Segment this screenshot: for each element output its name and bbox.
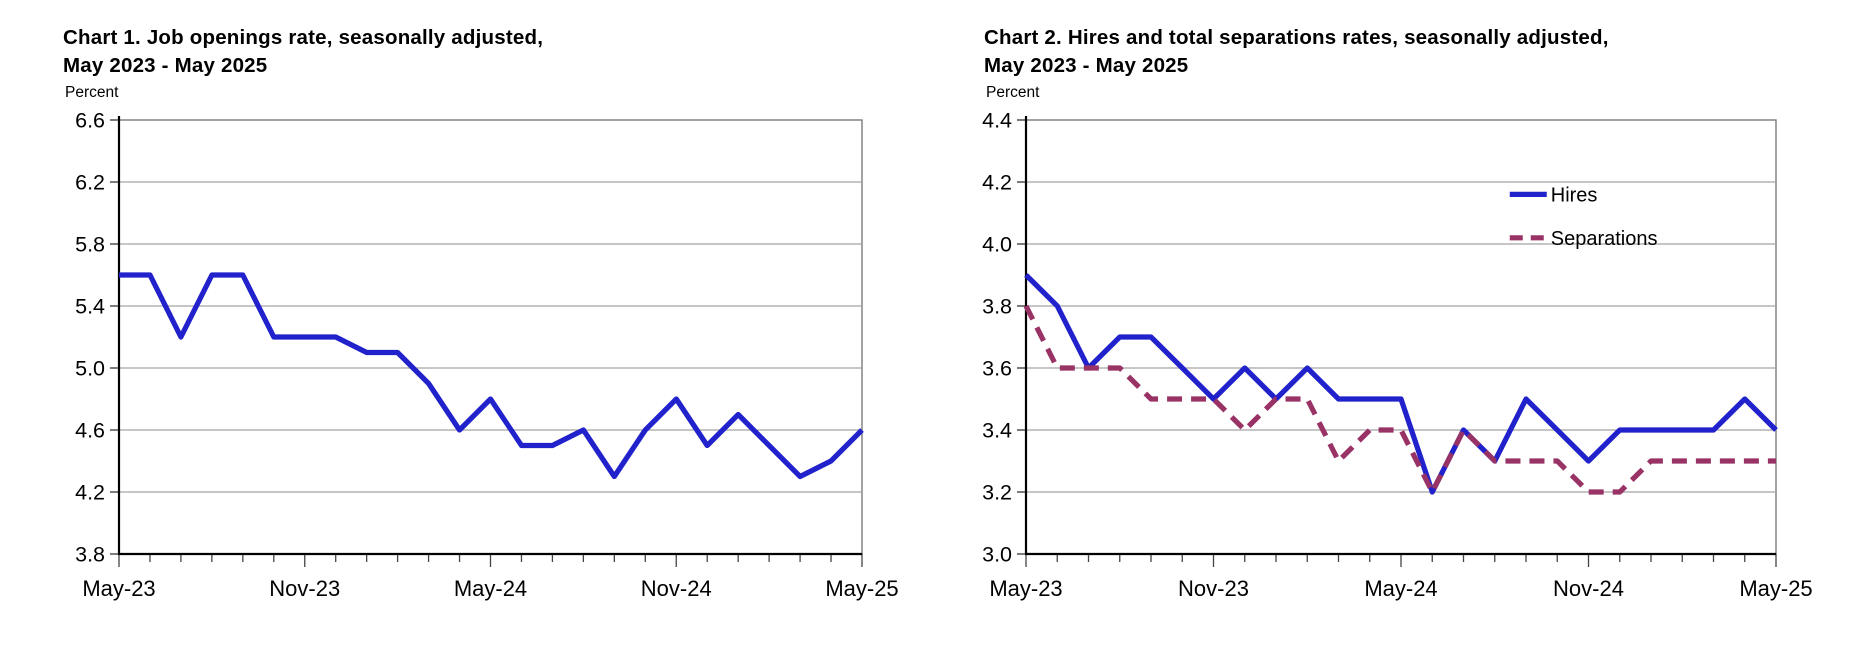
y-tick-label: 5.8	[75, 233, 105, 257]
chart2-title-line2: May 2023 - May 2025	[984, 54, 1189, 77]
series-line-hires	[1024, 273, 1778, 495]
x-tick-label: May-23	[82, 576, 155, 601]
y-axis-labels: 3.0 3.2 3.4 3.6 3.8 4.0 4.2 4.4	[982, 109, 1026, 567]
y-tick-label: 5.0	[75, 357, 105, 381]
y-tick-label: 3.8	[982, 295, 1012, 319]
series-line-job-openings-rate	[119, 272, 864, 480]
y-tick-label: 4.0	[982, 233, 1012, 257]
chart1-title-line2: May 2023 - May 2025	[63, 54, 268, 77]
y-tick-label: 5.4	[75, 295, 105, 319]
y-tick-label: 4.4	[982, 109, 1012, 133]
y-tick-label: 4.6	[75, 419, 105, 443]
x-axis-labels: May-23 Nov-23 May-24 Nov-24 May-25	[82, 554, 899, 601]
gridlines	[119, 181, 862, 493]
x-tick-label: May-25	[825, 576, 898, 601]
x-tick-label: Nov-24	[1553, 576, 1624, 601]
x-tick-label: May-23	[989, 576, 1062, 601]
x-tick-label: Nov-24	[641, 576, 712, 601]
gridlines	[1026, 181, 1776, 493]
chart1-panel: Chart 1. Job openings rate, seasonally a…	[55, 24, 899, 619]
chart2-title: Chart 2. Hires and total separations rat…	[984, 24, 1792, 80]
plot-frame	[118, 119, 863, 555]
y-tick-label: 6.2	[75, 171, 105, 195]
x-tick-label: May-25	[1739, 576, 1812, 601]
chart2-y-axis-unit-label: Percent	[986, 84, 1040, 101]
y-tick-label: 4.2	[75, 481, 105, 505]
x-tick-label: Nov-23	[1178, 576, 1249, 601]
y-tick-label: 6.6	[75, 109, 105, 133]
y-tick-label: 3.6	[982, 357, 1012, 381]
chart1-y-axis-unit-label: Percent	[65, 84, 119, 101]
chart2-title-line1: Chart 2. Hires and total separations rat…	[984, 26, 1609, 49]
legend-label-hires: Hires	[1551, 184, 1598, 206]
chart1-title-line1: Chart 1. Job openings rate, seasonally a…	[63, 26, 544, 49]
y-tick-label: 3.0	[982, 543, 1012, 567]
chart2-panel: Chart 2. Hires and total separations rat…	[962, 24, 1813, 619]
legend-label-separations: Separations	[1551, 228, 1658, 250]
legend: Hires Separations	[1509, 184, 1658, 250]
series-line-separations	[1023, 304, 1776, 495]
y-axis-labels: 3.8 4.2 4.6 5.0 5.4 5.8 6.2 6.6	[75, 109, 119, 567]
chart1-title: Chart 1. Job openings rate, seasonally a…	[63, 24, 868, 80]
x-tick-label: Nov-23	[269, 576, 340, 601]
x-tick-label: May-24	[1364, 576, 1437, 601]
y-tick-label: 3.8	[75, 543, 105, 567]
x-axis-labels: May-23 Nov-23 May-24 Nov-24 May-25	[989, 554, 1813, 601]
y-tick-label: 3.4	[982, 419, 1012, 443]
y-tick-label: 4.2	[982, 171, 1012, 195]
x-tick-label: May-24	[454, 576, 527, 601]
y-tick-label: 3.2	[982, 481, 1012, 505]
